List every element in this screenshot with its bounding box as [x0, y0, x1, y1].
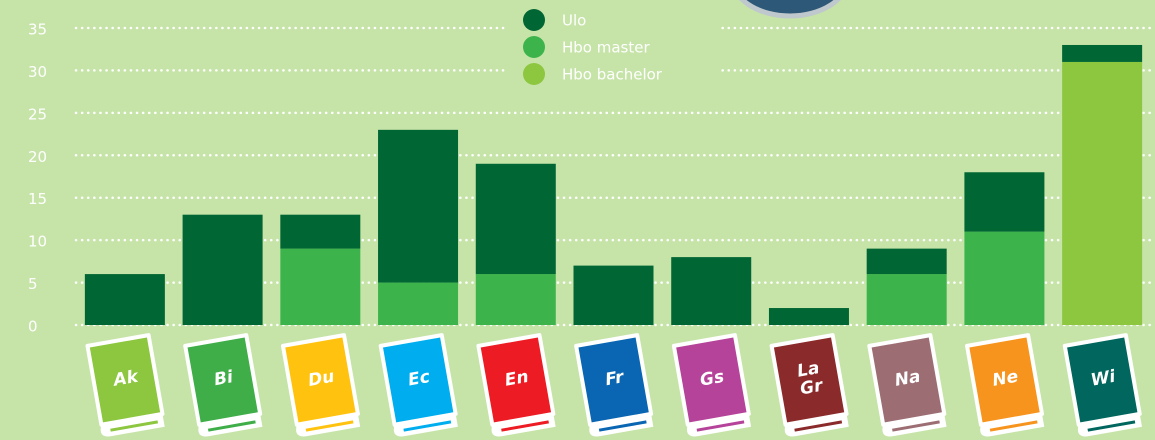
category-label: Na	[893, 367, 922, 391]
book-body	[378, 333, 458, 427]
book-spine	[501, 420, 549, 432]
y-tick-label: 0	[28, 318, 38, 336]
book-spine	[1087, 420, 1136, 432]
book-body	[965, 333, 1045, 427]
bar-segment	[768, 308, 849, 325]
legend-swatch	[523, 36, 545, 58]
book-body	[769, 333, 849, 427]
category-label: Ne	[991, 367, 1020, 391]
legend-label: Ulo	[562, 12, 586, 30]
book-spine	[696, 420, 745, 432]
category-labels: Ak Bi Du Ec En Fr Gs LaGr Na Ne Wi	[85, 333, 1142, 437]
category-label: LaGr	[796, 358, 826, 400]
y-tick-label: 20	[28, 148, 47, 166]
book-icon: Ne	[965, 333, 1045, 437]
bar-segment	[964, 231, 1045, 325]
bars	[84, 44, 1143, 325]
legend: Ulo Hbo master Hbo bachelor	[523, 9, 663, 85]
bar-segment	[182, 214, 263, 325]
book-spine	[207, 420, 256, 432]
y-tick-label: 35	[28, 21, 47, 39]
y-tick-label: 5	[28, 275, 38, 293]
category-label: Bi	[213, 367, 236, 390]
y-tick-label: 10	[28, 233, 47, 251]
book-spine	[110, 420, 159, 432]
bar-segment	[280, 214, 361, 249]
book-spine	[892, 420, 940, 432]
book-body	[867, 333, 947, 427]
bar-segment	[475, 163, 556, 275]
bar-segment	[84, 274, 165, 325]
book-icon: Na	[867, 333, 947, 437]
bar-segment	[866, 248, 947, 275]
category-label: Ec	[407, 367, 432, 390]
decoration	[739, 0, 841, 19]
legend-label: Hbo master	[562, 39, 650, 57]
book-body	[671, 333, 751, 427]
book-body	[183, 333, 263, 427]
category-label: Fr	[604, 367, 627, 390]
category-label: Du	[307, 367, 336, 391]
book-spine	[305, 420, 354, 432]
y-tick-label: 30	[28, 63, 47, 81]
bar-segment	[280, 248, 361, 325]
book-body	[1062, 333, 1142, 427]
book-body	[476, 333, 556, 427]
y-tick-label: 15	[28, 190, 47, 208]
category-label: Ak	[110, 366, 141, 391]
bar-segment	[866, 274, 947, 325]
y-tick-label: 25	[28, 105, 47, 123]
bar-segment	[671, 257, 752, 325]
book-icon: LaGr	[769, 333, 849, 437]
book-icon: En	[476, 333, 556, 437]
book-icon: Gs	[671, 333, 752, 437]
book-body	[280, 333, 360, 427]
bar-segment	[475, 274, 556, 325]
book-spine	[598, 420, 647, 432]
book-icon: Du	[280, 333, 361, 437]
book-icon: Ec	[378, 333, 458, 437]
book-icon: Wi	[1062, 333, 1142, 437]
book-icon: Fr	[574, 333, 654, 437]
bar-segment	[1062, 61, 1143, 325]
category-label: Gs	[699, 367, 726, 391]
book-spine	[794, 420, 843, 432]
bar-segment	[378, 282, 459, 325]
book-icon: Bi	[183, 333, 263, 437]
bar-segment	[1062, 44, 1143, 62]
bar-segment	[964, 172, 1045, 232]
book-spine	[403, 420, 452, 432]
book-icon: Ak	[85, 333, 165, 437]
legend-label: Hbo bachelor	[562, 66, 663, 84]
book-spine	[989, 420, 1038, 432]
category-label: En	[503, 367, 530, 391]
book-body	[574, 333, 654, 427]
bar-segment	[573, 265, 654, 325]
bar-segment	[378, 129, 459, 283]
legend-swatch	[523, 9, 545, 31]
legend-swatch	[523, 63, 545, 85]
category-label: Wi	[1089, 367, 1118, 391]
